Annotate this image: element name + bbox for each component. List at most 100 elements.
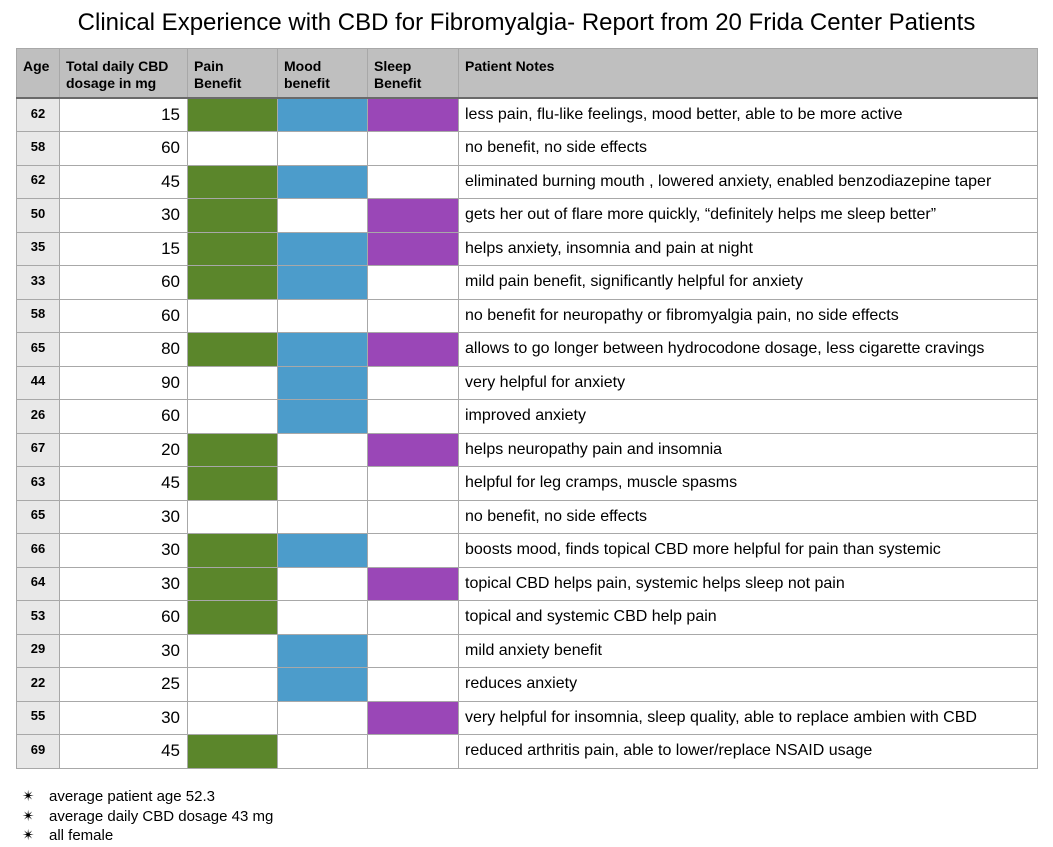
- sleep-benefit-cell: [367, 365, 459, 400]
- mood-benefit-cell: [277, 399, 368, 434]
- dosage-cell: 80: [59, 332, 188, 367]
- patient-note-cell: boosts mood, finds topical CBD more help…: [458, 533, 1038, 568]
- pain-benefit-cell: [187, 198, 278, 233]
- patient-note-cell: topical CBD helps pain, systemic helps s…: [458, 566, 1038, 601]
- mood-benefit-cell: [277, 734, 368, 769]
- column-header-notes: Patient Notes: [458, 48, 1038, 99]
- sleep-benefit-cell: [367, 164, 459, 199]
- summary-text: average daily CBD dosage 43 mg: [49, 807, 274, 825]
- age-cell: 63: [16, 466, 60, 501]
- patient-note-cell: helps neuropathy pain and insomnia: [458, 432, 1038, 467]
- patient-note-cell: allows to go longer between hydrocodone …: [458, 332, 1038, 367]
- sleep-benefit-cell: [367, 499, 459, 534]
- bullet-star-icon: ✴: [22, 807, 35, 825]
- page-title: Clinical Experience with CBD for Fibromy…: [77, 9, 976, 36]
- sleep-benefit-cell: [367, 265, 459, 300]
- pain-benefit-cell: [187, 700, 278, 735]
- age-cell: 35: [16, 231, 60, 266]
- column-header-age: Age: [16, 48, 60, 99]
- table-row: 53 60 topical and systemic CBD help pain: [16, 600, 1038, 635]
- dosage-cell: 15: [59, 97, 188, 132]
- dosage-cell: 30: [59, 700, 188, 735]
- sleep-benefit-cell: [367, 667, 459, 702]
- dosage-cell: 25: [59, 667, 188, 702]
- pain-benefit-cell: [187, 667, 278, 702]
- pain-benefit-cell: [187, 533, 278, 568]
- summary-list: ✴ average patient age 52.3 ✴ average daily …: [22, 787, 273, 846]
- pain-benefit-cell: [187, 566, 278, 601]
- pain-benefit-cell: [187, 231, 278, 266]
- age-cell: 55: [16, 700, 60, 735]
- sleep-benefit-cell: [367, 533, 459, 568]
- table-header-row: Age Total daily CBD dosage in mg Pain Be…: [16, 48, 1038, 99]
- age-cell: 58: [16, 131, 60, 166]
- pain-benefit-cell: [187, 734, 278, 769]
- dosage-cell: 45: [59, 466, 188, 501]
- sleep-benefit-cell: [367, 131, 459, 166]
- mood-benefit-cell: [277, 198, 368, 233]
- mood-benefit-cell: [277, 332, 368, 367]
- table-row: 44 90 very helpful for anxiety: [16, 365, 1038, 400]
- dosage-cell: 30: [59, 533, 188, 568]
- age-cell: 58: [16, 298, 60, 333]
- mood-benefit-cell: [277, 700, 368, 735]
- pain-benefit-cell: [187, 332, 278, 367]
- sleep-benefit-cell: [367, 633, 459, 668]
- sleep-benefit-cell: [367, 97, 459, 132]
- mood-benefit-cell: [277, 499, 368, 534]
- age-cell: 62: [16, 97, 60, 132]
- patient-note-cell: no benefit for neuropathy or fibromyalgi…: [458, 298, 1038, 333]
- patient-note-cell: no benefit, no side effects: [458, 499, 1038, 534]
- age-cell: 65: [16, 332, 60, 367]
- pain-benefit-cell: [187, 499, 278, 534]
- mood-benefit-cell: [277, 265, 368, 300]
- sleep-benefit-cell: [367, 332, 459, 367]
- table-row: 50 30 gets her out of flare more quickly, …: [16, 198, 1038, 233]
- summary-text: all female: [49, 827, 114, 844]
- table-row: 58 60 no benefit, no side effects: [16, 131, 1038, 166]
- sleep-benefit-cell: [367, 399, 459, 434]
- patient-note-cell: mild anxiety benefit: [458, 633, 1038, 668]
- dosage-cell: 45: [59, 164, 188, 199]
- dosage-cell: 20: [59, 432, 188, 467]
- pain-benefit-cell: [187, 466, 278, 501]
- table-row: 22 25 reduces anxiety: [16, 667, 1038, 702]
- patient-note-cell: eliminated burning mouth , lowered anxie…: [458, 164, 1038, 199]
- age-cell: 64: [16, 566, 60, 601]
- table-row: 58 60 no benefit for neuropathy or fibromy…: [16, 298, 1038, 333]
- bullet-star-icon: ✴: [22, 788, 35, 805]
- dosage-cell: 60: [59, 399, 188, 434]
- age-cell: 50: [16, 198, 60, 233]
- mood-benefit-cell: [277, 432, 368, 467]
- mood-benefit-cell: [277, 600, 368, 635]
- dosage-cell: 60: [59, 298, 188, 333]
- table-row: 65 80 allows to go longer between hydrocod…: [16, 332, 1038, 367]
- summary-item: ✴ all female: [22, 826, 273, 846]
- table-row: 33 60 mild pain benefit, significantly hel…: [16, 265, 1038, 300]
- table-row: 62 45 eliminated burning mouth , lowered a…: [16, 164, 1038, 199]
- age-cell: 29: [16, 633, 60, 668]
- dosage-cell: 30: [59, 633, 188, 668]
- dosage-cell: 45: [59, 734, 188, 769]
- age-cell: 65: [16, 499, 60, 534]
- table-row: 69 45 reduced arthritis pain, able to lowe…: [16, 734, 1038, 769]
- dosage-cell: 60: [59, 131, 188, 166]
- sleep-benefit-cell: [367, 466, 459, 501]
- patient-note-cell: mild pain benefit, significantly helpful…: [458, 265, 1038, 300]
- dosage-cell: 60: [59, 265, 188, 300]
- pain-benefit-cell: [187, 399, 278, 434]
- sleep-benefit-cell: [367, 566, 459, 601]
- patient-note-cell: less pain, flu-like feelings, mood bette…: [458, 97, 1038, 132]
- sleep-benefit-cell: [367, 298, 459, 333]
- mood-benefit-cell: [277, 667, 368, 702]
- sleep-benefit-cell: [367, 198, 459, 233]
- mood-benefit-cell: [277, 164, 368, 199]
- mood-benefit-cell: [277, 633, 368, 668]
- pain-benefit-cell: [187, 365, 278, 400]
- patient-note-cell: very helpful for anxiety: [458, 365, 1038, 400]
- patient-note-cell: helpful for leg cramps, muscle spasms: [458, 466, 1038, 501]
- age-cell: 44: [16, 365, 60, 400]
- table-row: 65 30 no benefit, no side effects: [16, 499, 1038, 534]
- summary-text: average patient age 52.3: [49, 788, 215, 805]
- table-body: 62 15 less pain, flu-like feelings, mood b…: [16, 97, 1038, 769]
